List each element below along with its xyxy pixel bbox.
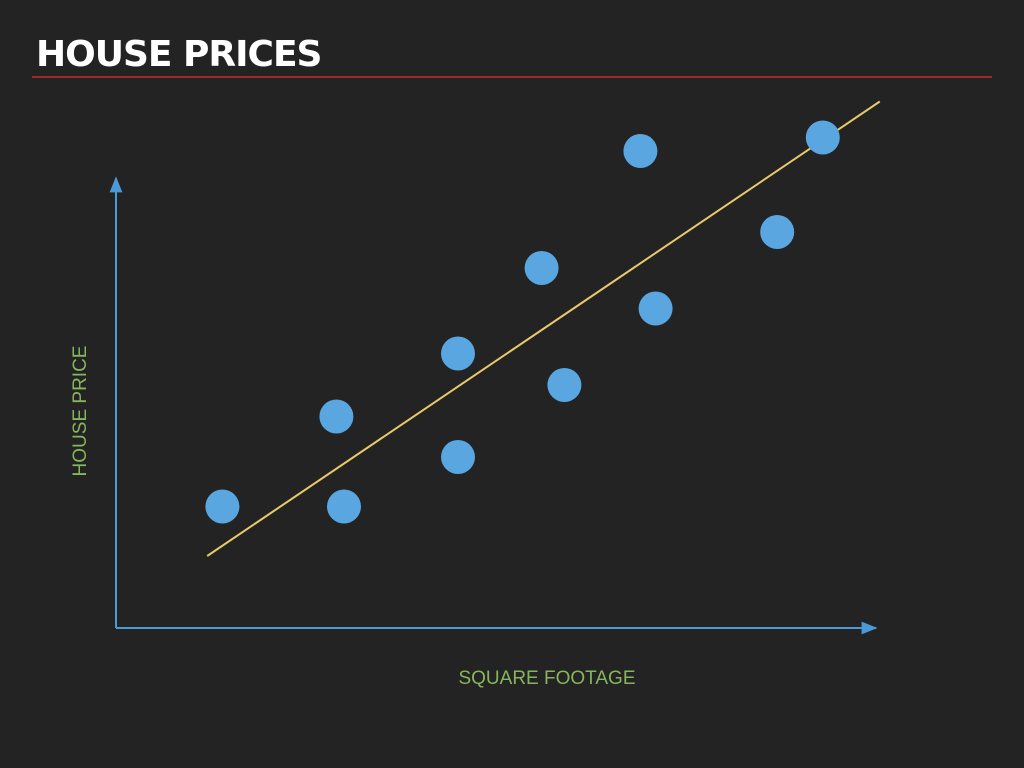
point (524, 251, 559, 285)
point (547, 368, 582, 402)
point (805, 120, 840, 155)
point (319, 399, 354, 434)
point (441, 440, 475, 474)
point (441, 336, 475, 371)
x-axis-label: SQUARE FOOTAGE (458, 668, 635, 689)
point (327, 489, 361, 524)
point (760, 215, 795, 249)
point (205, 489, 240, 524)
y-axis-label: HOUSE PRICE (70, 346, 91, 477)
point (623, 134, 658, 168)
trend-line (206, 100, 881, 557)
point (638, 291, 673, 326)
chart-title: HOUSE PRICES (36, 34, 321, 75)
